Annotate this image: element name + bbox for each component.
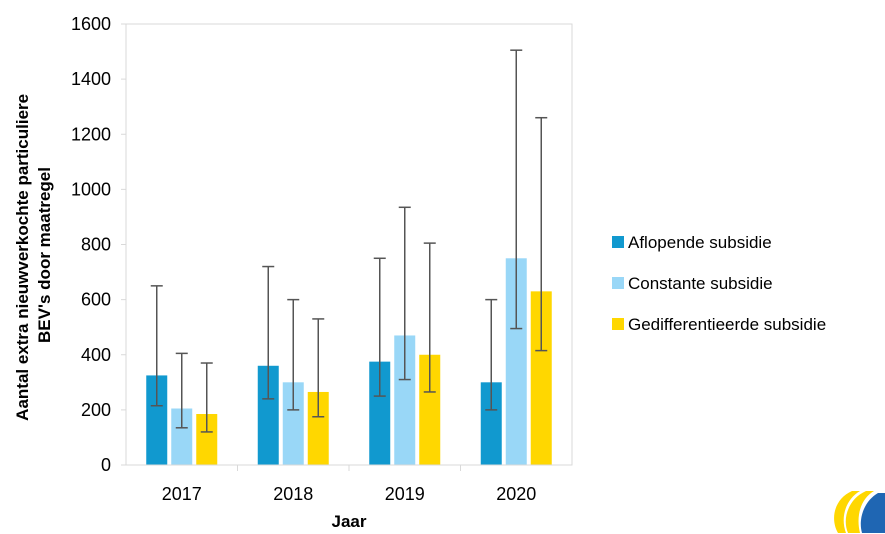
- error-bar: [398, 206, 411, 381]
- error-bar: [175, 352, 188, 429]
- legend-item: Gedifferentieerde subsidie: [612, 315, 826, 334]
- y-tick-label: 1200: [71, 124, 111, 144]
- bar: [419, 354, 441, 465]
- x-tick-label: 2018: [273, 484, 313, 504]
- y-tick-label: 1600: [71, 14, 111, 34]
- legend-label: Gedifferentieerde subsidie: [628, 315, 826, 334]
- error-bar: [510, 49, 523, 330]
- bar: [530, 291, 552, 465]
- bar: [171, 408, 193, 465]
- x-tick-label: 2019: [385, 484, 425, 504]
- bar: [505, 258, 527, 465]
- y-tick-label: 400: [81, 345, 111, 365]
- bar: [307, 391, 329, 465]
- y-tick-label: 200: [81, 400, 111, 420]
- legend-item: Aflopende subsidie: [612, 233, 772, 252]
- x-axis-title: Jaar: [332, 512, 367, 531]
- y-tick-label: 1000: [71, 179, 111, 199]
- legend-item: Constante subsidie: [612, 274, 773, 293]
- y-axis-title-line-2: BEV's door maatregel: [35, 167, 54, 343]
- bar: [257, 365, 279, 465]
- bar: [369, 361, 391, 465]
- error-bar: [312, 318, 325, 418]
- y-tick-label: 1400: [71, 69, 111, 89]
- x-tick-label: 2020: [496, 484, 536, 504]
- bar: [146, 375, 168, 465]
- legend-label: Constante subsidie: [628, 274, 773, 293]
- y-tick-label: 0: [101, 455, 111, 475]
- x-tick-label: 2017: [162, 484, 202, 504]
- legend: Aflopende subsidie Constante subsidie Gedi…: [612, 233, 826, 334]
- y-axis-title: Aantal extra nieuwverkochte particuliere…: [13, 89, 54, 421]
- bar: [480, 382, 502, 465]
- plot-area: [125, 23, 573, 466]
- plot-frame: [125, 23, 573, 466]
- legend-swatch: [612, 318, 624, 330]
- legend-label: Aflopende subsidie: [628, 233, 772, 252]
- y-tick-label: 600: [81, 290, 111, 310]
- y-axis-title-line-1: Aantal extra nieuwverkochte particuliere: [13, 94, 32, 421]
- legend-swatch: [612, 277, 624, 289]
- error-bar: [535, 116, 548, 352]
- bar: [282, 382, 304, 465]
- error-bar: [200, 362, 213, 433]
- x-axis-ticks: 2017 2018 2019 2020: [162, 465, 536, 504]
- error-bar: [423, 242, 436, 393]
- legend-swatch: [612, 236, 624, 248]
- error-bars: [150, 49, 548, 433]
- error-bar: [287, 298, 300, 411]
- y-tick-label: 800: [81, 235, 111, 255]
- bar: [196, 414, 218, 465]
- error-bar: [373, 257, 386, 397]
- y-axis-ticks: 0 200 400 600 800 1000 1200 1400 1600: [71, 14, 126, 475]
- error-bar: [485, 298, 498, 411]
- bar: [394, 335, 416, 465]
- error-bar: [262, 265, 275, 400]
- error-bar: [150, 285, 163, 407]
- brand-logo-icon: [834, 491, 885, 533]
